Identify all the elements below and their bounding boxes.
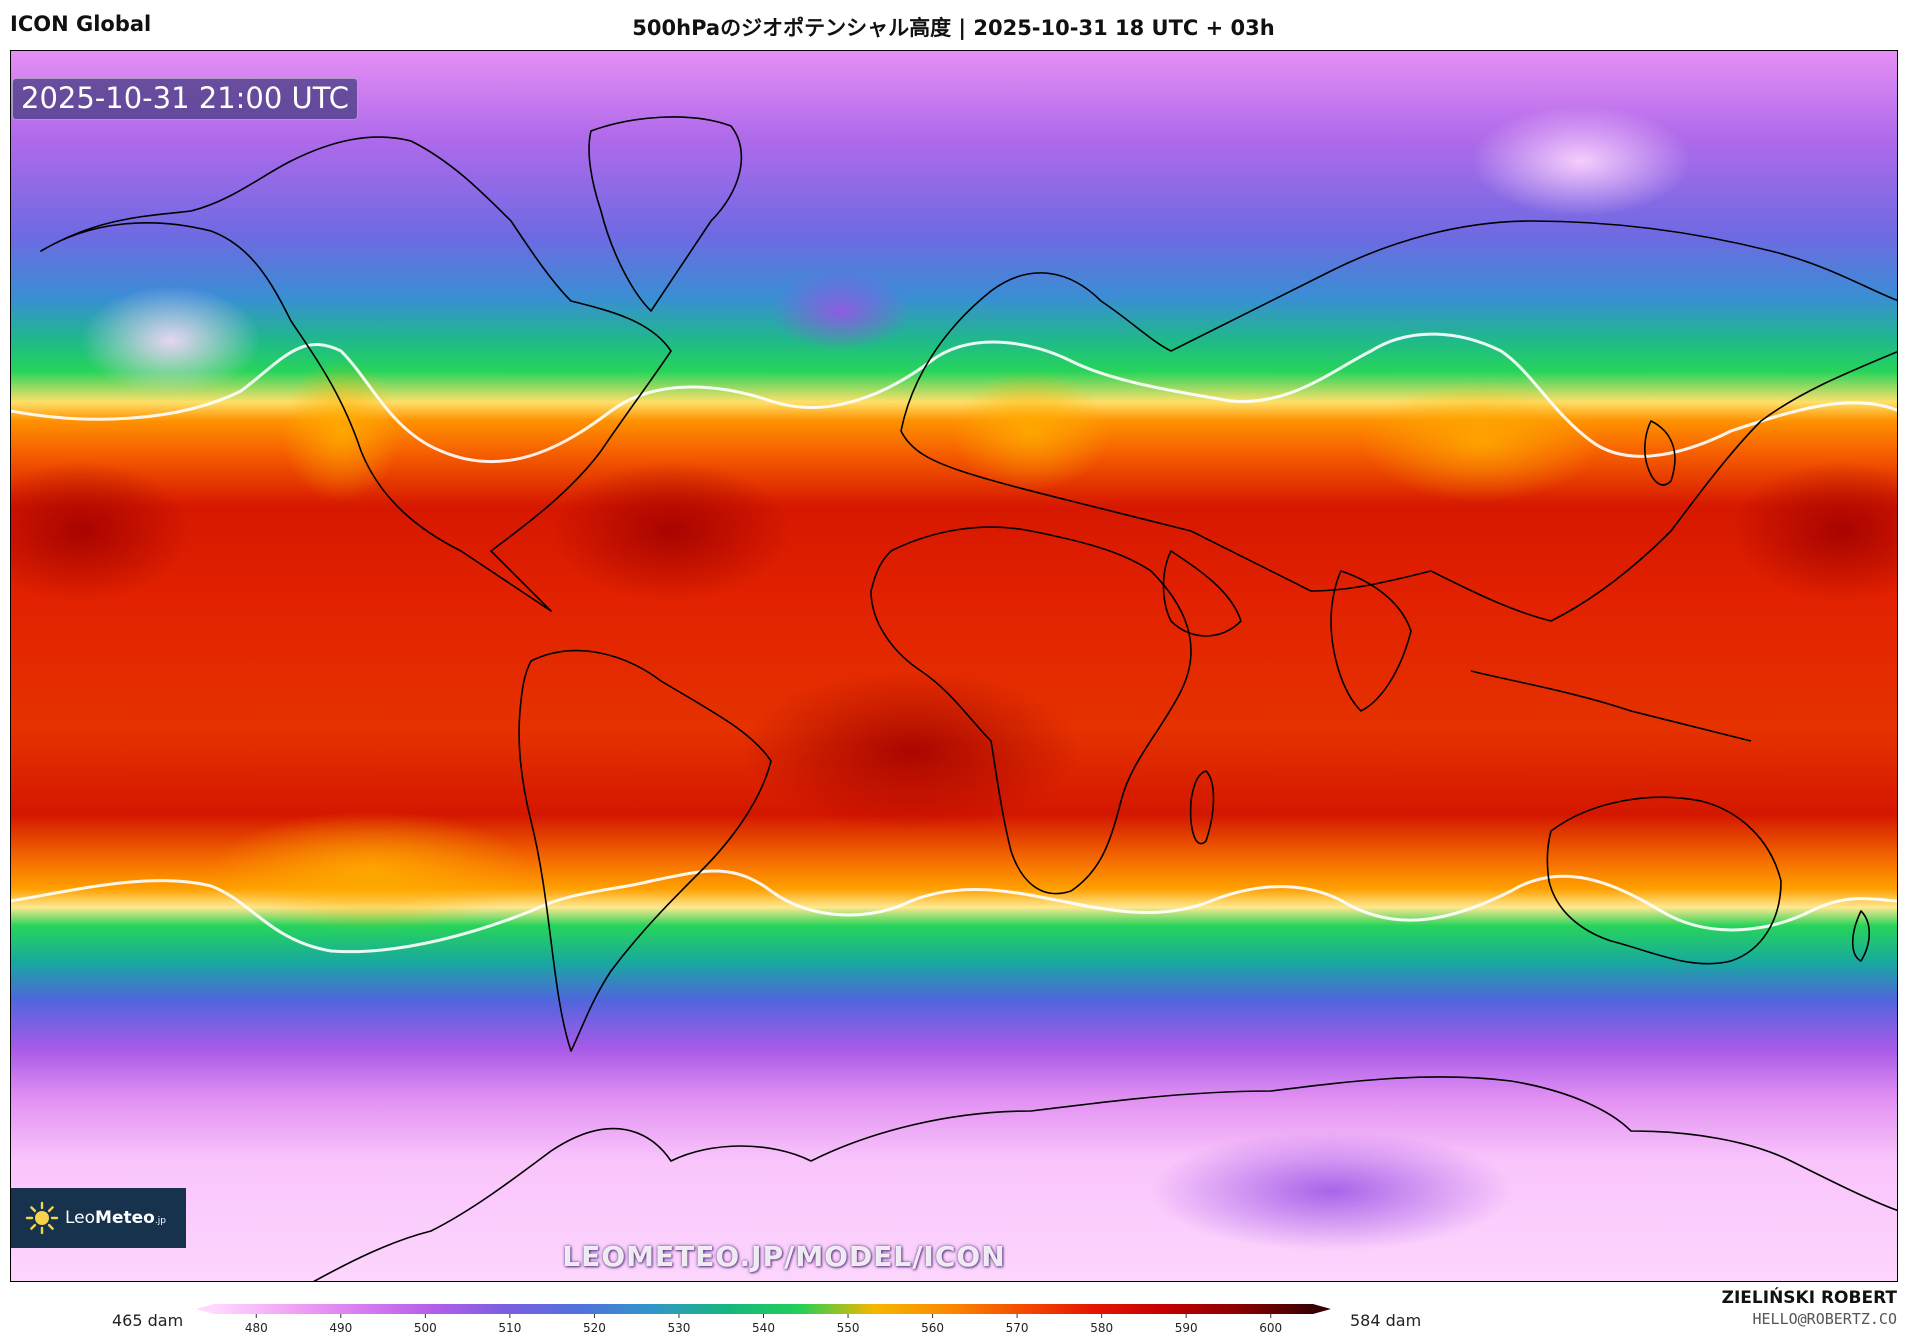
coastlines (40, 116, 1897, 1281)
sun-icon (25, 1201, 59, 1235)
contour-north (11, 332, 1897, 464)
geopotential-map (10, 50, 1898, 1282)
antarctica-outline (312, 1076, 1897, 1281)
author-name: ZIELIŃSKI ROBERT (1721, 1288, 1897, 1308)
colorbar-max-extend (1313, 1304, 1331, 1314)
colorbar-tick-label: 520 (583, 1321, 606, 1335)
india-outline (1330, 570, 1412, 712)
australia-outline (1546, 796, 1782, 965)
high-center-atlantic (551, 461, 791, 601)
colorbar-tick-label: 490 (329, 1321, 352, 1335)
africa-outline (870, 526, 1192, 895)
colorbar-tick-label: 560 (921, 1321, 944, 1335)
colorbar: 480 490 500 510 520 530 540 550 560 570 580 590 600 (196, 1304, 1331, 1335)
ridge-north-america (281, 361, 401, 501)
colorbar-tick-label: 570 (1006, 1321, 1029, 1335)
ridge-europe (951, 371, 1111, 491)
new-zealand-outline (1851, 910, 1871, 962)
low-antarctic-east (1151, 1131, 1511, 1251)
high-center-africa (741, 671, 1081, 831)
colorbar-tick-label: 540 (752, 1321, 775, 1335)
low-alaska (81, 286, 261, 396)
madagascar-outline (1189, 770, 1215, 845)
leometeo-logo: LeoMeteo.jp (11, 1188, 186, 1248)
colorbar-tick-label: 500 (414, 1321, 437, 1335)
model-name: ICON Global (10, 12, 152, 36)
indonesia-outline (1470, 670, 1752, 742)
high-center-mid-pacific (11, 461, 191, 601)
map-title: 500hPaのジオポテンシャル高度 | 2025-10-31 18 UTC + … (632, 16, 1275, 40)
colorbar-tick-label: 480 (245, 1321, 268, 1335)
colorbar-tick-label: 600 (1259, 1321, 1282, 1335)
height-field (11, 51, 1897, 1281)
colorbar-tick-label: 510 (498, 1321, 521, 1335)
colorbar-tick-label: 590 (1175, 1321, 1198, 1335)
logo-text: LeoMeteo.jp (65, 1208, 166, 1228)
colorbar-tick-label: 580 (1090, 1321, 1113, 1335)
greenland-outline (588, 116, 743, 312)
low-siberia (1471, 106, 1691, 216)
south-america-outline (518, 649, 772, 1052)
colorbar-max-label: 584 dam (1350, 1311, 1422, 1330)
ridge-south-pacific (211, 811, 531, 931)
arabia-outline (1162, 550, 1242, 637)
contour-south (11, 869, 1897, 954)
eurasia-outline (900, 220, 1897, 622)
high-center-west-pacific (1731, 461, 1897, 601)
colorbar-tick-label: 550 (837, 1321, 860, 1335)
colorbar-min-label: 465 dam (112, 1311, 184, 1330)
low-north-atlantic (771, 271, 911, 351)
valid-time-badge: 2025-10-31 21:00 UTC (12, 78, 359, 120)
north-america-outline (40, 136, 672, 612)
colorbar-min-extend (196, 1304, 214, 1314)
colorbar-gradient (214, 1304, 1313, 1314)
colorbar-tick-label: 530 (668, 1321, 691, 1335)
ridge-asia (1361, 381, 1601, 501)
author-email: HELLO@ROBERTZ.CO (1752, 1310, 1898, 1328)
japan-outline (1644, 420, 1676, 486)
source-url-watermark: LEOMETEO.JP/MODEL/ICON (562, 1240, 1006, 1273)
